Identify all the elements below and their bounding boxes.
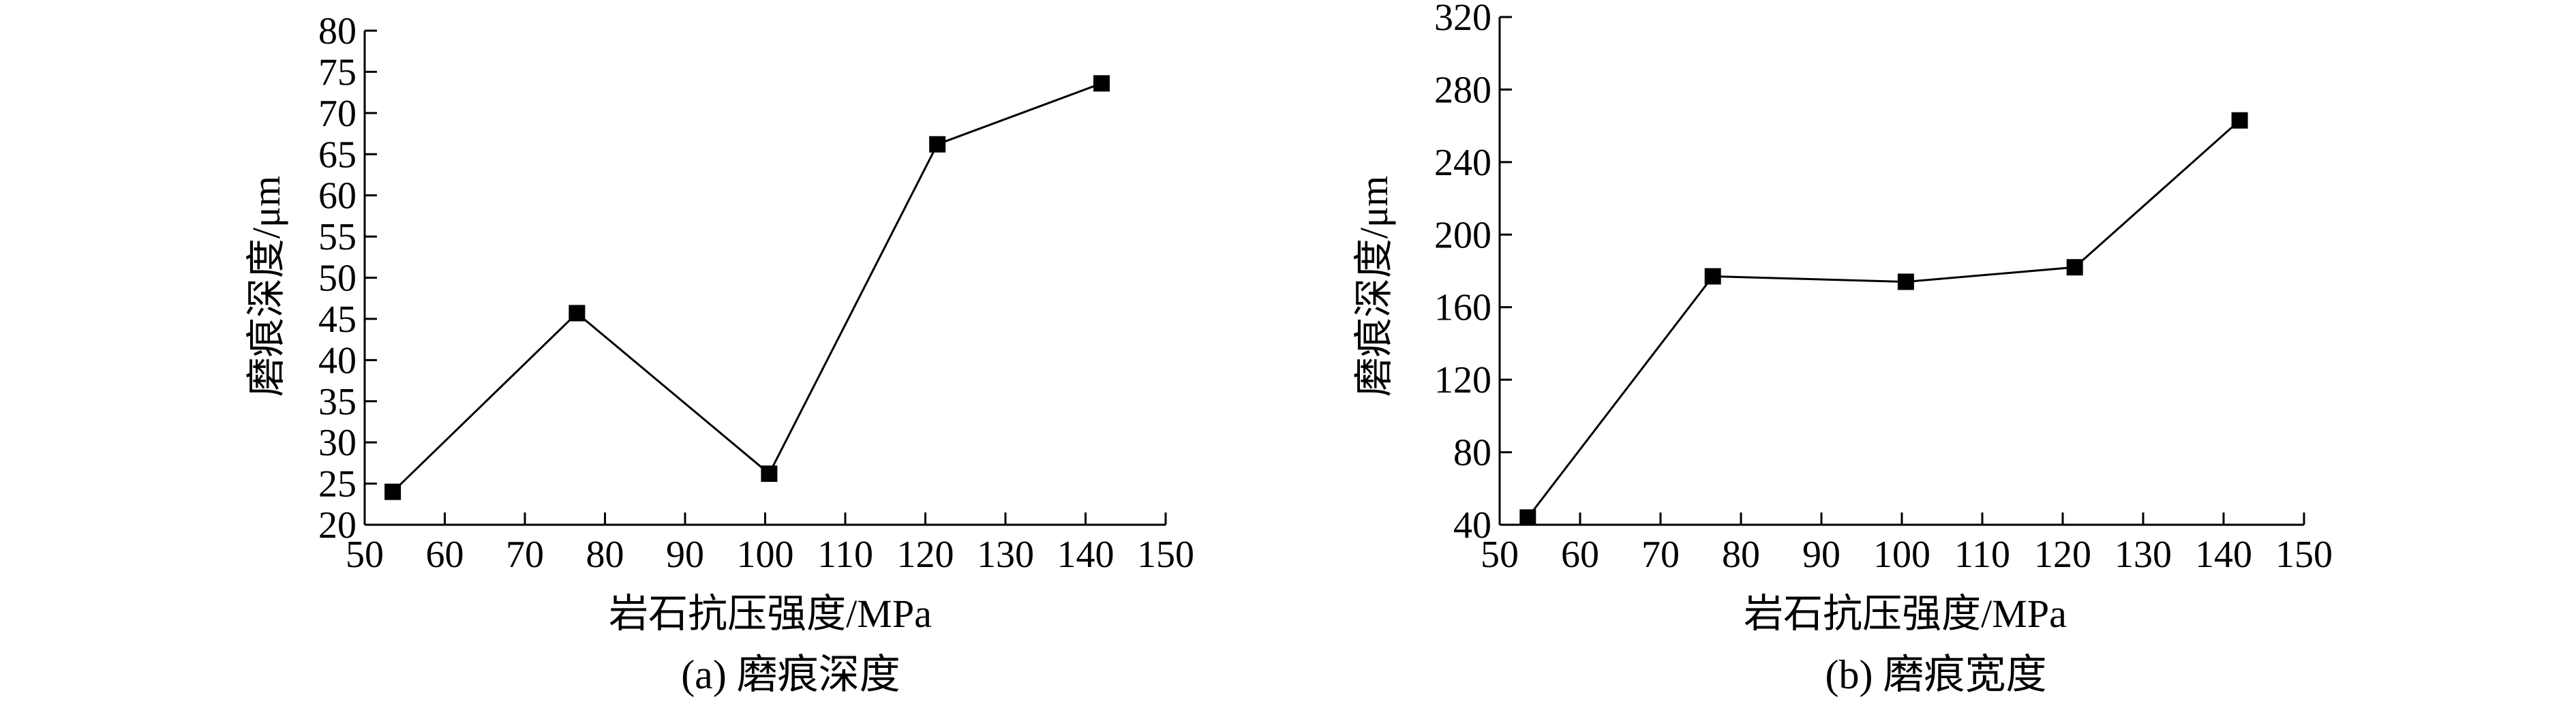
chart-a-data-point	[569, 305, 586, 322]
chart-a-y-tick-label: 60	[318, 175, 357, 217]
chart-a-x-tick-label: 60	[426, 534, 464, 576]
chart-a-y-tick-label: 70	[318, 93, 357, 135]
chart-b-series	[1519, 112, 2248, 526]
chart-a-x-tick-label: 90	[666, 534, 704, 576]
chart-b-data-point	[2231, 112, 2248, 129]
chart-a-y-tick-label: 65	[318, 134, 357, 176]
chart-b-caption: (b) 磨痕宽度	[1825, 652, 2047, 697]
chart-a-caption: (a) 磨痕深度	[681, 652, 900, 697]
chart-a-x-tick-label: 140	[1057, 534, 1115, 576]
chart-b-data-point	[1704, 268, 1721, 285]
chart-a-axes: 50 60 70 80 90 100 110 120 130 140 150 202530354045…	[318, 10, 1194, 576]
chart-a-series-line	[392, 82, 1102, 493]
chart-b-y-tick-label: 320	[1434, 0, 1491, 39]
chart-a-x-tick-label: 70	[506, 534, 544, 576]
chart-a-y-tick-label: 25	[318, 463, 357, 506]
chart-b-y-tick-label: 240	[1434, 142, 1491, 184]
chart-b: 50 60 70 80 90 100 110 120 130 140 150 40 80 120 160 20…	[1352, 0, 2333, 697]
chart-b-axes: 50 60 70 80 90 100 110 120 130 140 150 40 80 120 160 20…	[1434, 0, 2333, 576]
chart-b-data-point	[2066, 259, 2083, 276]
chart-a-x-tick-label: 130	[977, 534, 1034, 576]
chart-b-x-tick-label: 50	[1481, 534, 1519, 576]
chart-a-y-tick-label: 40	[318, 339, 357, 382]
chart-b-y-tick-label: 160	[1434, 287, 1491, 329]
chart-a-y-tick-label: 30	[318, 422, 357, 464]
chart-a-data-point	[384, 483, 401, 500]
chart-b-data-point	[1519, 509, 1536, 526]
chart-a-x-tick-label: 150	[1137, 534, 1194, 576]
chart-a-x-tick-label: 100	[737, 534, 794, 576]
chart-b-x-tick-label: 110	[1954, 534, 2010, 576]
chart-a-y-tick-label: 45	[318, 299, 357, 341]
chart-b-x-tick-label: 80	[1722, 534, 1760, 576]
chart-b-x-tick-label: 70	[1641, 534, 1680, 576]
chart-a-y-tick-label: 20	[318, 504, 357, 547]
chart-a-y-tick-label: 35	[318, 381, 357, 423]
chart-a-x-tick-label: 50	[346, 534, 384, 576]
chart-b-data-point	[1897, 273, 1914, 290]
chart-b-x-tick-label: 140	[2195, 534, 2252, 576]
chart-b-ylabel: 磨痕深度/μm	[1352, 176, 1396, 397]
chart-a-data-point	[1093, 75, 1110, 92]
chart-a-y-tick-label: 75	[318, 51, 357, 93]
chart-b-x-tick-label: 90	[1802, 534, 1840, 576]
chart-b-y-tick-label: 120	[1434, 359, 1491, 401]
chart-b-series-line	[1527, 119, 2241, 519]
chart-b-y-tick-label: 80	[1453, 432, 1491, 474]
chart-b-x-tick-label: 130	[2115, 534, 2172, 576]
chart-a-x-tick-label: 120	[897, 534, 954, 576]
chart-b-xlabel: 岩石抗压强度/MPa	[1744, 592, 2067, 636]
chart-a-y-tick-label: 55	[318, 216, 357, 258]
chart-a-x-tick-label: 80	[586, 534, 624, 576]
chart-a-xlabel: 岩石抗压强度/MPa	[609, 592, 932, 636]
chart-b-x-tick-label: 120	[2034, 534, 2091, 576]
chart-a-x-tick-label: 110	[817, 534, 873, 576]
chart-a-data-point	[761, 465, 778, 483]
chart-b-y-tick-label: 200	[1434, 214, 1491, 256]
chart-b-y-tick-label: 280	[1434, 69, 1491, 111]
chart-a-y-tick-label: 80	[318, 10, 357, 52]
chart-a-y-tick-label: 50	[318, 258, 357, 300]
chart-b-x-tick-label: 150	[2275, 534, 2333, 576]
chart-a-ylabel: 磨痕深度/μm	[244, 176, 288, 397]
chart-a-data-point	[929, 136, 946, 153]
chart-a-series	[384, 75, 1110, 500]
chart-b-y-tick-label: 40	[1453, 504, 1491, 547]
chart-a: 50 60 70 80 90 100 110 120 130 140 150 202530354045…	[244, 10, 1194, 697]
chart-b-x-tick-label: 100	[1873, 534, 1930, 576]
chart-b-x-tick-label: 60	[1561, 534, 1599, 576]
